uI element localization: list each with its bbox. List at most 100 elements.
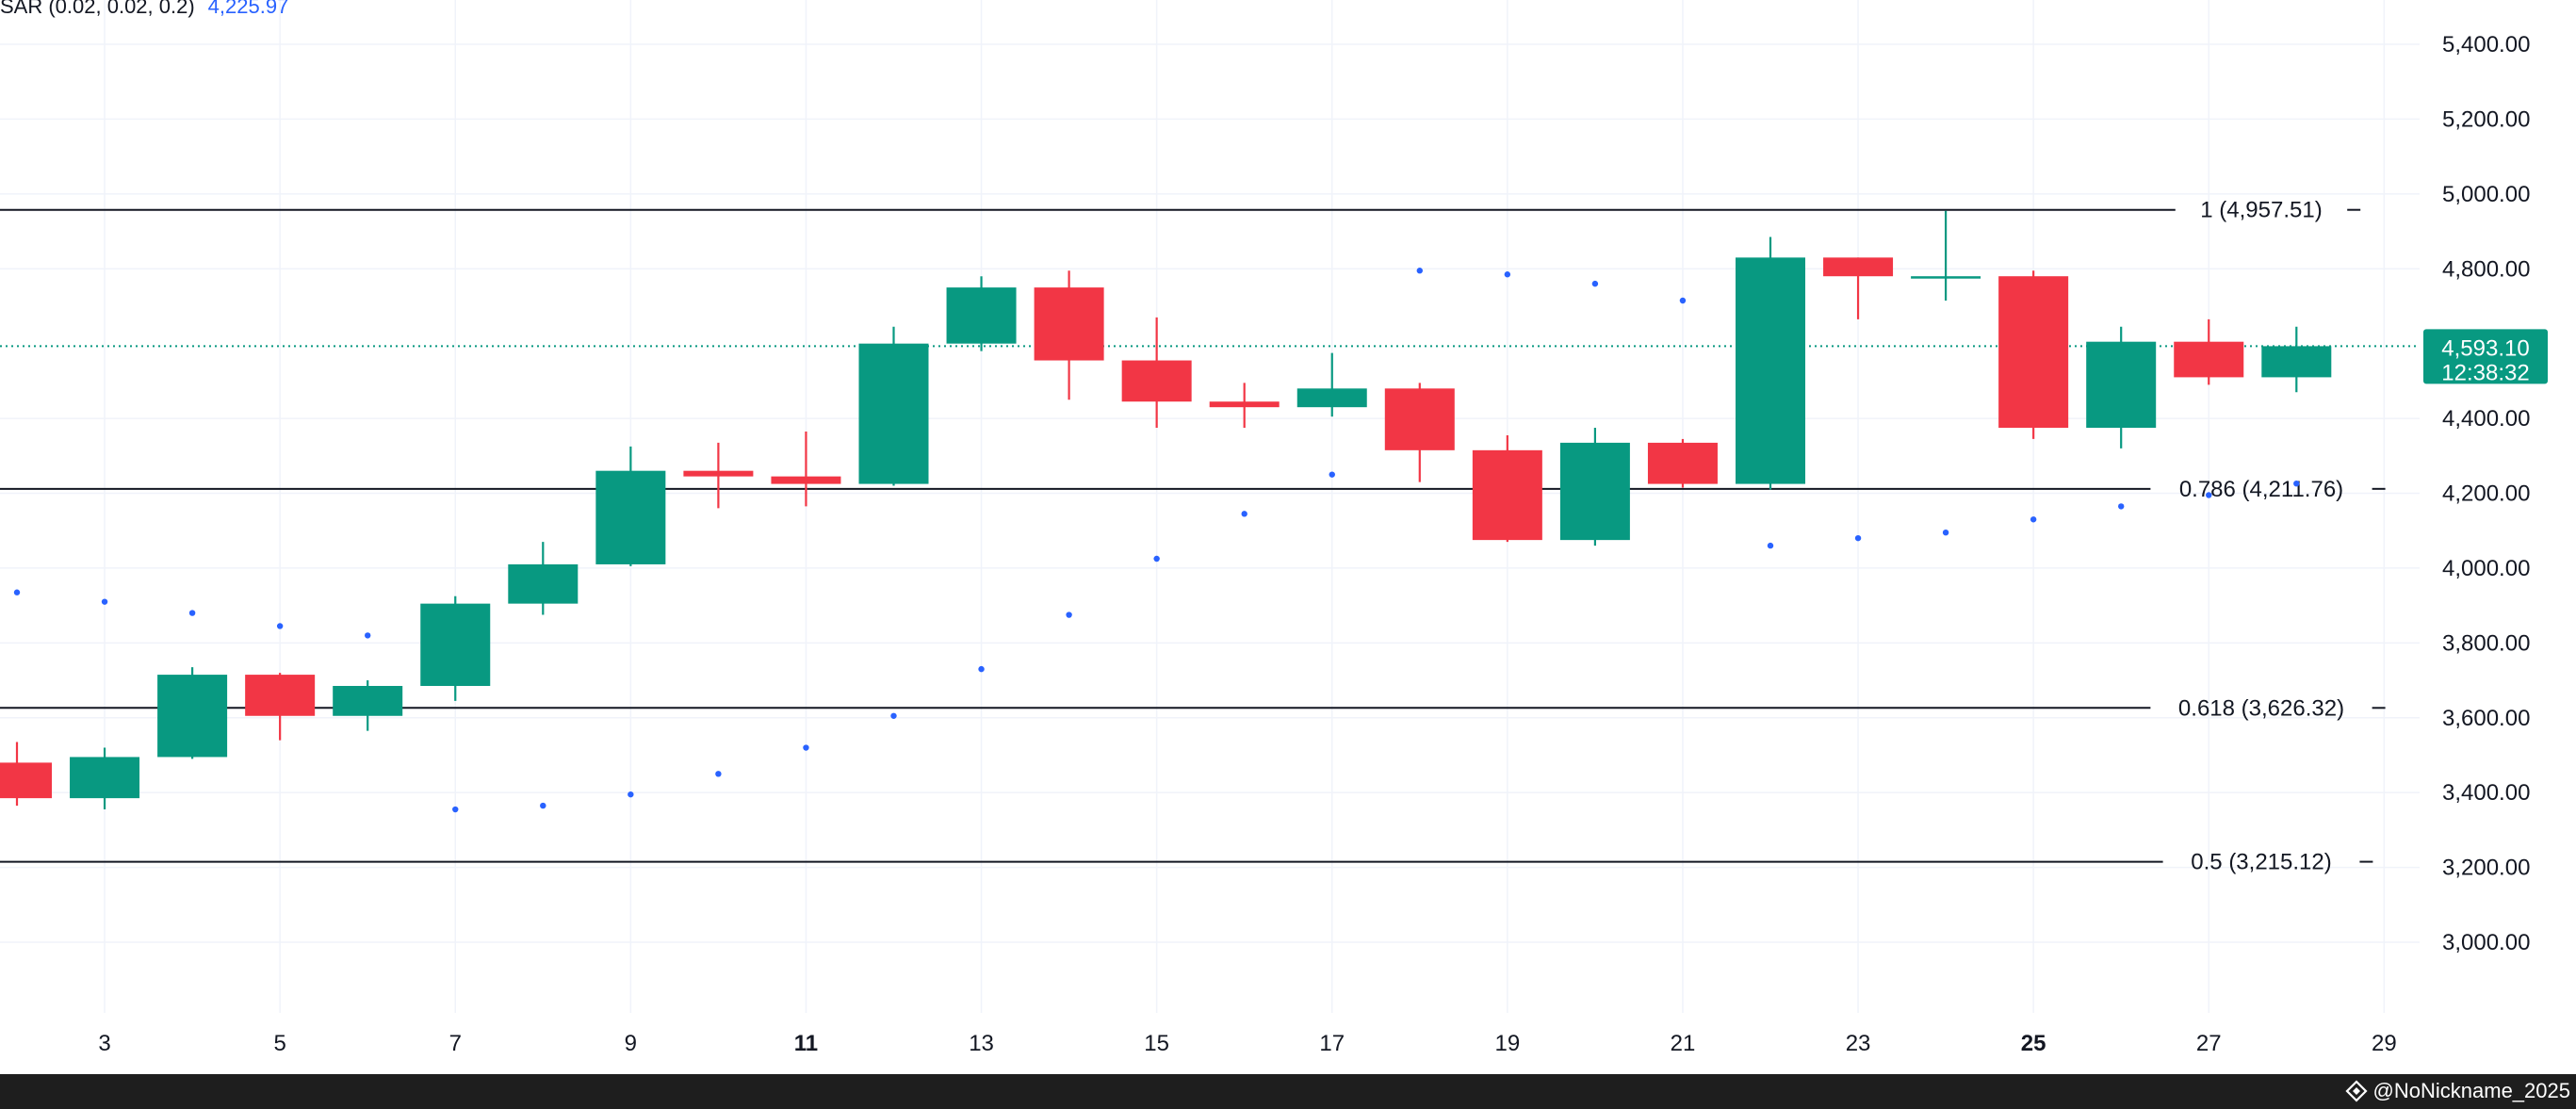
current-price-countdown: 12:38:32 [2441, 360, 2529, 385]
sar-point [1679, 297, 1687, 304]
current-price-badge [2423, 329, 2548, 384]
x-tick-label: 15 [1144, 1031, 1169, 1056]
candle-body [858, 343, 929, 484]
y-tick-label: 3,000.00 [2442, 930, 2530, 955]
candle-down [1823, 257, 1894, 319]
sar-point [1504, 271, 1511, 278]
candle-body [683, 470, 754, 477]
candle-down [683, 442, 754, 509]
footer-bar: @NoNickname_2025 [0, 1074, 2576, 1109]
candle-down [1998, 270, 2069, 439]
fib-level-label: 0.618 (3,626.32) [2178, 695, 2344, 721]
candle-up [70, 747, 140, 810]
sar-point [188, 610, 196, 616]
candle-body [2261, 346, 2332, 378]
fib-level-label: 0.5 (3,215.12) [2191, 850, 2331, 875]
candle-up [858, 326, 929, 486]
candle-down [1121, 317, 1192, 429]
y-tick-label: 3,400.00 [2442, 780, 2530, 806]
candle-body [595, 470, 666, 564]
candle-body [1998, 276, 2069, 429]
candle-body [70, 757, 140, 799]
sar-point [2293, 480, 2300, 487]
sar-point [803, 744, 809, 751]
candle-body [1384, 388, 1455, 450]
candle-body [1736, 257, 1805, 484]
candle-body [1296, 388, 1367, 408]
candle-body [1647, 442, 1718, 484]
y-tick-label: 3,800.00 [2442, 630, 2530, 656]
sar-point [540, 802, 546, 809]
candle-down [245, 673, 316, 741]
sar-point [1153, 555, 1160, 563]
candle-body [157, 675, 228, 758]
x-tick-label: 25 [2021, 1031, 2046, 1056]
sar-point [715, 771, 722, 777]
y-tick-label: 5,400.00 [2442, 32, 2530, 57]
candle-down [1472, 434, 1542, 543]
watermark: @NoNickname_2025 [2344, 1079, 2570, 1103]
sar-point [2206, 492, 2212, 498]
candle-up [946, 276, 1017, 351]
sar-point [276, 623, 284, 629]
y-tick-label: 4,000.00 [2442, 556, 2530, 581]
candle-body [1121, 360, 1192, 402]
candle-body [1823, 257, 1894, 277]
sar-point [978, 665, 985, 673]
fibonacci-levels: 1 (4,957.51) 0.786 (4,211.76) 0.618 (3,626… [0, 198, 2386, 875]
candle-body [1911, 276, 1981, 279]
candle-down [1209, 383, 1280, 429]
sar-point [101, 598, 108, 605]
sar-indicator-legend[interactable]: SAR (0.02, 0.02, 0.2) 4,225.97 [0, 0, 288, 19]
sar-point [1767, 542, 1774, 549]
sar-point [1329, 471, 1335, 478]
candle-up [508, 542, 579, 615]
price-chart[interactable]: 1 (4,957.51) 0.786 (4,211.76) 0.618 (3,626… [0, 0, 2576, 1074]
sar-point [1066, 612, 1072, 618]
fib-level-label: 0.786 (4,211.76) [2179, 477, 2343, 502]
sar-point [1591, 280, 1599, 287]
price-axis[interactable]: 5,400.00 5,200.00 5,000.00 4,800.00 4,400.00… [2442, 32, 2530, 955]
candle-down [1384, 383, 1455, 482]
candle-body [1559, 442, 1630, 541]
x-tick-label: 9 [625, 1031, 637, 1056]
y-tick-label: 4,400.00 [2442, 406, 2530, 432]
y-tick-label: 5,200.00 [2442, 106, 2530, 132]
sar-point [452, 806, 459, 813]
candle-up [2086, 326, 2157, 448]
candle-body [508, 563, 579, 604]
sar-point [1854, 534, 1862, 542]
candle-body [771, 476, 841, 484]
x-tick-label: 19 [1494, 1031, 1520, 1056]
candle-body [946, 287, 1017, 344]
x-tick-label: 27 [2196, 1031, 2222, 1056]
candle-down [2174, 318, 2244, 385]
sar-point [1416, 268, 1424, 274]
time-axis[interactable]: 3 5 7 9 11 13 15 17 19 21 23 25 27 29 [98, 1031, 2396, 1056]
candle-body [2086, 341, 2157, 429]
candle-body [245, 675, 316, 716]
sar-point [890, 712, 897, 719]
x-tick-label: 11 [794, 1031, 818, 1056]
candle-body [0, 762, 52, 799]
candlestick-series [0, 210, 2332, 810]
sar-point [2030, 516, 2037, 523]
parabolic-sar-series [13, 268, 2300, 813]
candle-up [1296, 352, 1367, 417]
x-tick-label: 29 [2372, 1031, 2397, 1056]
sar-indicator-value: 4,225.97 [207, 0, 289, 18]
candle-up [1736, 236, 1805, 490]
candle-up [1911, 210, 1981, 302]
x-tick-label: 23 [1846, 1031, 1871, 1056]
sar-point [13, 589, 21, 595]
candle-up [1559, 428, 1630, 546]
x-tick-label: 3 [98, 1031, 110, 1056]
current-price-value: 4,593.10 [2441, 335, 2529, 361]
sar-point [628, 791, 634, 798]
candle-down [1034, 270, 1104, 400]
candle-body [1209, 401, 1280, 408]
candle-down [1647, 438, 1718, 488]
y-tick-label: 3,600.00 [2442, 706, 2530, 731]
candle-up [333, 680, 403, 731]
